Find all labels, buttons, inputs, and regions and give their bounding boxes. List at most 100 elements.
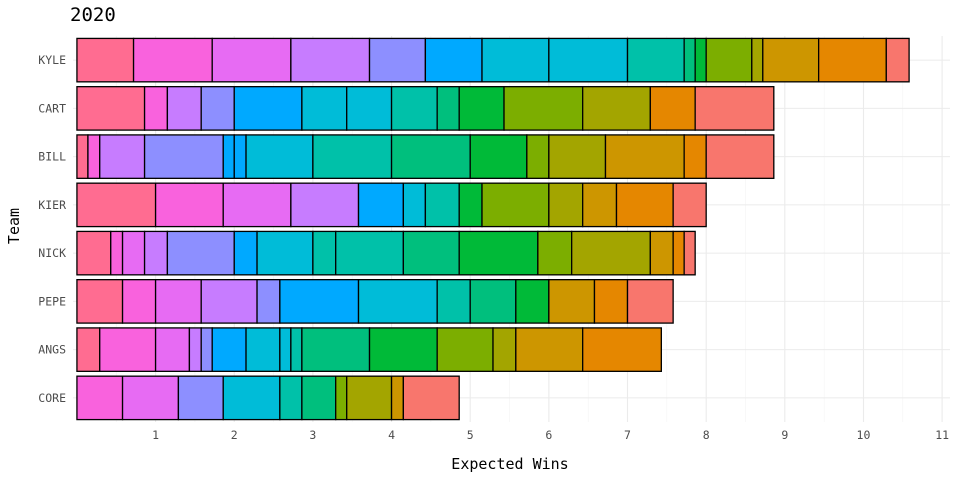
- bar-segment-kier: [402, 182, 427, 228]
- bar-segment-kyle: [132, 37, 213, 83]
- y-tick-label: ANGS: [38, 343, 66, 357]
- bar-segment-kyle: [424, 37, 483, 83]
- bar-segment-bill: [390, 134, 471, 179]
- x-tick-label: 1: [152, 428, 159, 442]
- bar-segment-angs: [436, 327, 494, 372]
- bar-segment-bill: [233, 134, 247, 179]
- bar-segment-kyle: [683, 37, 696, 83]
- x-tick-label: 10: [857, 428, 871, 442]
- bar-segment-nick: [335, 230, 404, 276]
- bar-segment-core: [390, 375, 404, 421]
- bar-segment-nick: [672, 230, 685, 276]
- bar-segment-pepe: [593, 279, 629, 324]
- bar-segment-kyle: [817, 37, 887, 83]
- bar-segment-nick: [233, 230, 258, 276]
- bar-segment-nick: [649, 230, 674, 276]
- bar-segment-nick: [312, 230, 337, 276]
- bar-segment-core: [76, 375, 124, 421]
- bar-segment-angs: [515, 327, 584, 372]
- bar-segment-pepe: [154, 279, 202, 324]
- bar-segment-core: [121, 375, 180, 421]
- bar-segment-core: [222, 375, 281, 421]
- bar-segment-kier: [458, 182, 483, 228]
- bar-segment-kyle: [762, 37, 820, 83]
- bar-segment-bill: [143, 134, 224, 179]
- bar-segment-kyle: [626, 37, 685, 83]
- bar-segment-bill: [604, 134, 685, 179]
- bar-segment-kyle: [885, 37, 910, 83]
- bar-segment-core: [279, 375, 303, 421]
- bar-segment-pepe: [76, 279, 124, 324]
- bar-segment-cart: [582, 86, 651, 131]
- bar-segment-cart: [390, 86, 438, 131]
- bar-segment-pepe: [357, 279, 438, 324]
- bar-segment-pepe: [626, 279, 674, 324]
- bar-segment-core: [301, 375, 337, 421]
- bar-segment-angs: [279, 327, 292, 372]
- bar-segment-bill: [683, 134, 707, 179]
- y-tick-label: BILL: [38, 150, 66, 164]
- x-tick-label: 4: [388, 428, 395, 442]
- bar-segment-nick: [76, 230, 112, 276]
- bar-segment-bill: [705, 134, 775, 179]
- bar-segment-core: [346, 375, 393, 421]
- bar-segment-kier: [222, 182, 292, 228]
- y-tick-label: CART: [38, 101, 66, 115]
- y-tick-label: KYLE: [38, 53, 66, 67]
- bar-segment-nick: [458, 230, 539, 276]
- bar-segment-kier: [672, 182, 707, 228]
- bar-segment-nick: [166, 230, 235, 276]
- bar-segment-nick: [110, 230, 124, 276]
- bar-segment-bill: [76, 134, 89, 179]
- bar-segment-core: [402, 375, 460, 421]
- bar-segment-core: [335, 375, 348, 421]
- x-axis-ticks: 1 2 3 4 5 6 7 8 9 10 11: [152, 428, 949, 442]
- bar-segment-kier: [290, 182, 360, 228]
- bar-segment-kier: [424, 182, 460, 228]
- bar-segment-kier: [582, 182, 618, 228]
- bar-segment-cart: [649, 86, 696, 131]
- bar-segment-angs: [290, 327, 303, 372]
- bar-segment-angs: [301, 327, 371, 372]
- bar-segment-cart: [346, 86, 393, 131]
- bar-segment-cart: [694, 86, 775, 131]
- bar-segment-angs: [154, 327, 191, 372]
- x-tick-label: 11: [935, 428, 949, 442]
- bar-segment-core: [177, 375, 224, 421]
- bar-segment-cart: [76, 86, 146, 131]
- x-tick-label: 2: [231, 428, 238, 442]
- bar-segment-cart: [503, 86, 584, 131]
- y-tick-label: CORE: [38, 391, 66, 405]
- x-axis-title: Expected Wins: [451, 455, 568, 473]
- bar-segment-pepe: [515, 279, 550, 324]
- bar-segment-bill: [87, 134, 101, 179]
- x-tick-label: 5: [467, 428, 474, 442]
- bar-segment-nick: [143, 230, 169, 276]
- bar-segment-angs: [368, 327, 438, 372]
- bar-segment-bill: [245, 134, 314, 179]
- bar-segment-cart: [458, 86, 505, 131]
- bar-segment-nick: [402, 230, 460, 276]
- bar-segment-pepe: [200, 279, 258, 324]
- bar-segment-kyle: [76, 37, 135, 83]
- bar-segment-kyle: [705, 37, 753, 83]
- bar-segment-cart: [301, 86, 348, 131]
- bar-segment-kyle: [548, 37, 629, 83]
- bar-segment-kyle: [751, 37, 764, 83]
- bar-segment-cart: [233, 86, 303, 131]
- bar-segment-nick: [683, 230, 696, 276]
- bar-segment-pepe: [256, 279, 281, 324]
- bar-segment-kyle: [290, 37, 371, 83]
- bar-segment-cart: [436, 86, 460, 131]
- bar-segment-kier: [548, 182, 584, 228]
- bar-segment-pepe: [121, 279, 157, 324]
- bar-segment-kier: [76, 182, 157, 228]
- bar-segment-pepe: [469, 279, 517, 324]
- bar-segment-angs: [200, 327, 213, 372]
- bar-segment-angs: [211, 327, 247, 372]
- bar-segment-cart: [143, 86, 169, 131]
- y-tick-label: NICK: [38, 246, 66, 260]
- chart-title: 2020: [70, 4, 116, 26]
- bar-segment-angs: [245, 327, 281, 372]
